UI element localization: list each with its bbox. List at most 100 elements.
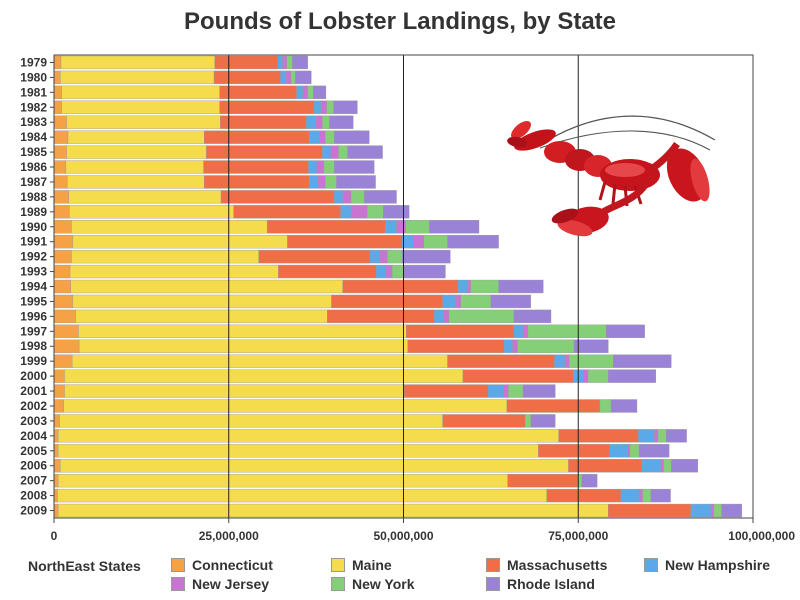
- bar-segment-new-jersey-1991: [413, 235, 424, 249]
- y-tick-label: 1993: [20, 265, 47, 279]
- legend-swatch: [171, 577, 185, 591]
- bar-segment-rhode-island-1987: [336, 175, 376, 189]
- y-tick-label: 1982: [20, 100, 47, 114]
- y-tick-label: 1992: [20, 250, 47, 264]
- bar-segment-maine-2004: [57, 429, 559, 443]
- bar-segment-connecticut-2002: [53, 399, 64, 413]
- bar-segment-massachusetts-1985: [206, 145, 323, 159]
- bar-segment-connecticut-1997: [53, 324, 79, 338]
- y-tick-label: 1991: [20, 235, 47, 249]
- bar-segment-rhode-island-1997: [606, 324, 645, 338]
- bar-segment-new-jersey-1997: [522, 324, 529, 338]
- bar-segment-massachusetts-2008: [546, 488, 622, 503]
- bar-segment-rhode-island-1998: [573, 339, 609, 353]
- bar-segment-new-hampshire-1998: [503, 339, 513, 353]
- x-tick-label: 0: [51, 529, 58, 543]
- bar-segment-maine-1994: [70, 279, 343, 294]
- bar-segment-rhode-island-1985: [347, 145, 383, 159]
- y-tick-label: 2004: [20, 429, 47, 443]
- bar-segment-new-hampshire-1986: [308, 160, 318, 174]
- lobster-illustration: [507, 115, 716, 237]
- legend-label: Connecticut: [192, 557, 273, 573]
- y-tick-label: 1990: [20, 220, 47, 234]
- bar-segment-new-hampshire-2001: [487, 384, 504, 398]
- bar-segment-maine-1979: [60, 55, 215, 70]
- bar-segment-new-york-2000: [587, 369, 609, 383]
- y-tick-label: 1979: [20, 55, 47, 69]
- bar-segment-new-hampshire-1996: [434, 309, 445, 324]
- bar-segment-connecticut-1990: [53, 220, 72, 234]
- bar-segment-new-jersey-1995: [455, 294, 462, 309]
- bar-segment-maine-1989: [69, 205, 234, 219]
- bar-segment-rhode-island-1981: [313, 85, 327, 100]
- legend-swatch: [486, 577, 500, 591]
- y-tick-label: 1999: [20, 354, 47, 368]
- bars-layer: [53, 55, 743, 518]
- bar-segment-massachusetts-2005: [538, 444, 610, 458]
- legend-label: New Hampshire: [665, 557, 771, 573]
- bar-segment-maine-1985: [66, 145, 207, 159]
- bar-segment-connecticut-1983: [53, 115, 67, 129]
- bar-segment-connecticut-1992: [53, 249, 72, 264]
- y-tick-label: 1995: [20, 294, 47, 308]
- bar-segment-connecticut-1988: [53, 190, 69, 204]
- bar-segment-new-york-2005: [629, 444, 640, 458]
- bar-segment-massachusetts-1981: [219, 85, 297, 100]
- bar-segment-rhode-island-1999: [613, 354, 672, 368]
- bar-segment-new-jersey-1993: [385, 264, 393, 279]
- bar-segment-new-york-1991: [423, 235, 448, 249]
- bar-segment-massachusetts-1993: [278, 264, 377, 279]
- bar-segment-massachusetts-1997: [406, 324, 515, 338]
- bar-segment-rhode-island-1984: [334, 130, 370, 144]
- legend: NorthEast States Connecticut Maine Massach…: [28, 556, 798, 596]
- bar-segment-maine-1992: [71, 249, 260, 264]
- bar-segment-rhode-island-1994: [498, 279, 544, 294]
- bar-segment-maine-1986: [65, 160, 204, 174]
- bar-segment-new-york-2003: [524, 414, 531, 428]
- legend-label: Maine: [352, 557, 392, 573]
- bar-segment-connecticut-1980: [53, 70, 61, 85]
- y-tick-label: 2009: [20, 504, 47, 518]
- bar-segment-new-jersey-1998: [512, 339, 518, 353]
- legend-item-rhode-island: Rhode Island: [486, 575, 595, 593]
- bar-segment-massachusetts-1986: [203, 160, 309, 174]
- bar-segment-massachusetts-1995: [331, 294, 443, 309]
- bar-segment-massachusetts-1982: [219, 100, 315, 114]
- bar-segment-new-york-2006: [663, 459, 672, 473]
- legend-swatch: [486, 558, 500, 572]
- bar-segment-new-jersey-1994: [466, 279, 471, 294]
- bar-segment-new-york-1996: [448, 309, 515, 324]
- bar-segment-new-jersey-1985: [330, 145, 339, 159]
- y-tick-label: 1984: [20, 130, 47, 144]
- bar-segment-massachusetts-1996: [327, 309, 435, 324]
- bar-segment-new-york-2008: [642, 488, 652, 503]
- bar-segment-maine-1980: [60, 70, 215, 85]
- bar-segment-new-hampshire-1982: [313, 100, 322, 114]
- bar-segment-connecticut-1996: [53, 309, 76, 324]
- y-tick-label: 2006: [20, 459, 47, 473]
- legend-label: New Jersey: [192, 576, 270, 592]
- bar-segment-new-jersey-1979: [282, 55, 287, 70]
- legend-item-new-york: New York: [331, 575, 415, 593]
- bar-segment-rhode-island-2004: [666, 429, 687, 443]
- x-tick-label: 50,000,000: [373, 529, 433, 543]
- bar-segment-rhode-island-1980: [294, 70, 312, 85]
- bar-segment-new-jersey-1983: [315, 115, 323, 129]
- bar-segment-connecticut-1986: [53, 160, 67, 174]
- y-tick-label: 2002: [20, 399, 47, 413]
- bar-segment-maine-1987: [67, 175, 205, 189]
- bar-segment-massachusetts-1980: [213, 70, 281, 85]
- legend-label: Rhode Island: [507, 576, 595, 592]
- bar-segment-maine-1981: [61, 85, 220, 100]
- bar-segment-massachusetts-2006: [568, 459, 643, 473]
- bar-segment-new-york-1993: [392, 264, 404, 279]
- bar-segment-rhode-island-2005: [638, 444, 670, 458]
- bar-segment-new-jersey-2005: [627, 444, 631, 458]
- bar-segment-new-york-1980: [290, 70, 296, 85]
- bar-segment-rhode-island-1990: [429, 220, 480, 234]
- bar-segment-connecticut-2008: [53, 488, 58, 503]
- bar-segment-rhode-island-1979: [292, 55, 308, 70]
- bar-segment-connecticut-1989: [53, 205, 70, 219]
- bar-segment-maine-2001: [64, 384, 405, 398]
- y-tick-label: 1994: [20, 280, 47, 294]
